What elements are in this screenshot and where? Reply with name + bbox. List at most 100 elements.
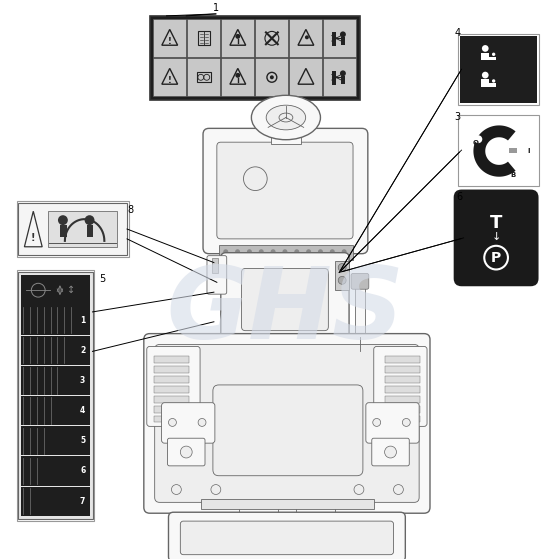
Bar xyxy=(385,356,420,363)
Bar xyxy=(60,225,67,237)
Text: 3: 3 xyxy=(455,111,461,122)
Bar xyxy=(153,405,189,413)
Bar xyxy=(271,119,301,144)
Circle shape xyxy=(282,249,287,254)
Ellipse shape xyxy=(279,113,293,122)
Bar xyxy=(460,116,536,184)
Bar xyxy=(341,76,345,84)
Bar xyxy=(150,16,360,100)
Bar xyxy=(18,272,92,519)
Circle shape xyxy=(318,249,323,254)
Circle shape xyxy=(235,249,240,254)
Circle shape xyxy=(169,418,176,426)
Bar xyxy=(290,58,323,96)
Bar xyxy=(385,376,420,383)
Circle shape xyxy=(338,264,346,272)
Bar xyxy=(255,20,288,57)
Bar xyxy=(87,225,94,237)
Circle shape xyxy=(482,45,489,52)
FancyBboxPatch shape xyxy=(162,403,215,443)
Bar xyxy=(153,396,189,403)
Text: 4: 4 xyxy=(80,406,85,415)
Bar xyxy=(458,34,539,105)
Bar xyxy=(153,58,186,96)
Bar xyxy=(385,386,420,393)
Bar xyxy=(21,366,90,395)
Circle shape xyxy=(235,34,240,39)
FancyBboxPatch shape xyxy=(180,521,394,554)
Circle shape xyxy=(342,249,347,254)
Text: ↕: ↕ xyxy=(67,285,75,295)
Bar xyxy=(21,456,90,486)
Text: 5: 5 xyxy=(80,436,85,445)
Bar xyxy=(21,426,90,455)
Bar xyxy=(460,36,536,102)
Circle shape xyxy=(295,249,299,254)
Circle shape xyxy=(492,80,496,83)
Circle shape xyxy=(270,76,274,80)
Bar xyxy=(21,335,90,365)
Bar xyxy=(187,20,220,57)
Bar xyxy=(324,58,357,96)
Bar xyxy=(21,276,90,305)
Bar xyxy=(278,507,296,535)
Bar xyxy=(153,366,189,373)
Bar xyxy=(332,32,336,46)
Bar xyxy=(187,58,220,96)
Bar xyxy=(255,58,288,96)
Circle shape xyxy=(223,249,228,254)
Text: 6: 6 xyxy=(80,466,85,475)
Circle shape xyxy=(247,249,252,254)
Bar xyxy=(17,202,129,256)
Circle shape xyxy=(474,136,482,143)
Circle shape xyxy=(171,484,181,494)
Bar xyxy=(153,356,189,363)
FancyBboxPatch shape xyxy=(374,347,427,426)
Circle shape xyxy=(235,73,240,78)
Bar xyxy=(341,38,345,45)
Text: 8: 8 xyxy=(127,206,133,216)
Circle shape xyxy=(482,72,489,78)
Bar xyxy=(219,245,353,260)
Ellipse shape xyxy=(266,105,306,130)
FancyBboxPatch shape xyxy=(155,344,419,502)
Bar xyxy=(153,416,189,422)
Bar xyxy=(488,57,496,60)
Circle shape xyxy=(340,31,346,38)
Text: I: I xyxy=(528,148,530,154)
Bar xyxy=(153,20,186,57)
Circle shape xyxy=(58,215,68,225)
Text: T: T xyxy=(490,214,502,232)
Circle shape xyxy=(385,446,396,458)
Bar xyxy=(324,20,357,57)
FancyBboxPatch shape xyxy=(147,347,200,426)
Bar xyxy=(460,195,533,281)
Text: GHS: GHS xyxy=(166,263,404,361)
Circle shape xyxy=(198,418,206,426)
Bar xyxy=(198,31,209,45)
FancyBboxPatch shape xyxy=(366,403,419,443)
FancyBboxPatch shape xyxy=(217,142,353,239)
Bar xyxy=(332,71,336,85)
Circle shape xyxy=(211,484,221,494)
Bar xyxy=(17,270,95,521)
Bar xyxy=(21,396,90,425)
Circle shape xyxy=(338,277,346,284)
Bar xyxy=(197,72,211,82)
FancyBboxPatch shape xyxy=(169,512,405,560)
Bar xyxy=(21,306,90,335)
FancyBboxPatch shape xyxy=(213,385,363,475)
Circle shape xyxy=(259,249,264,254)
FancyBboxPatch shape xyxy=(144,334,430,513)
FancyBboxPatch shape xyxy=(167,438,205,466)
FancyBboxPatch shape xyxy=(372,438,409,466)
FancyBboxPatch shape xyxy=(351,273,369,289)
Bar xyxy=(385,366,420,373)
Text: 6: 6 xyxy=(456,193,463,202)
Bar xyxy=(221,58,254,96)
Text: 7: 7 xyxy=(80,497,85,506)
Circle shape xyxy=(403,418,410,426)
Bar xyxy=(48,211,117,247)
FancyBboxPatch shape xyxy=(207,256,227,294)
Circle shape xyxy=(330,249,335,254)
